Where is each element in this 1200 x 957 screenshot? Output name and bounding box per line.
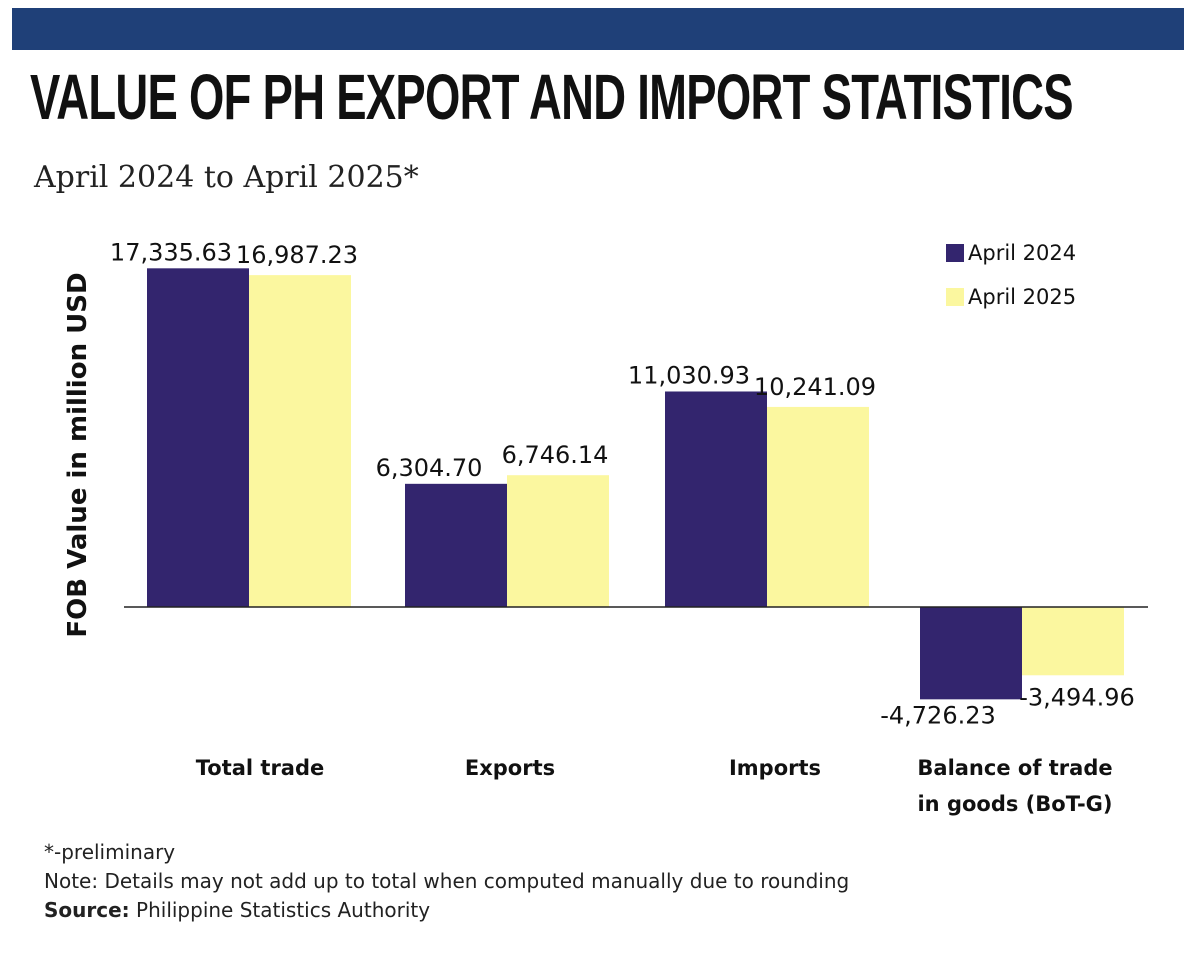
preliminary-note: *-preliminary	[44, 840, 176, 864]
source-text: Philippine Statistics Authority	[129, 898, 431, 922]
bar-april-2024-2	[665, 391, 767, 607]
bar-april-2025-3	[1022, 607, 1124, 676]
legend-label: April 2025	[968, 285, 1076, 309]
category-label: Balance of trade	[917, 756, 1112, 780]
data-label: -3,494.96	[1019, 683, 1135, 711]
bar-april-2025-1	[507, 475, 609, 607]
data-label: 6,746.14	[502, 441, 609, 469]
category-label: Exports	[465, 756, 555, 780]
source-note: Source: Philippine Statistics Authority	[44, 898, 430, 922]
data-label: 6,304.70	[376, 454, 483, 482]
data-label: -4,726.23	[880, 701, 996, 729]
bar-april-2024-1	[405, 483, 507, 607]
bar-april-2025-2	[767, 406, 869, 607]
y-axis-label: FOB Value in million USD	[63, 272, 93, 637]
header-bar	[12, 8, 1184, 50]
data-label: 16,987.23	[236, 241, 358, 269]
rounding-note: Note: Details may not add up to total wh…	[44, 869, 850, 893]
data-label: 17,335.63	[110, 238, 232, 266]
category-label: Total trade	[196, 756, 325, 780]
chart-subtitle: April 2024 to April 2025*	[34, 160, 419, 195]
bar-april-2024-0	[147, 268, 249, 607]
source-label: Source:	[44, 898, 130, 922]
data-label: 11,030.93	[628, 361, 750, 389]
chart-title: VALUE OF PH EXPORT AND IMPORT STATISTICS	[30, 61, 1074, 133]
legend-swatch	[946, 244, 964, 262]
bar-april-2025-0	[249, 275, 351, 607]
legend-swatch	[946, 288, 964, 306]
category-label: in goods (BoT-G)	[917, 792, 1112, 816]
bar-april-2024-3	[920, 607, 1022, 700]
category-label: Imports	[729, 756, 821, 780]
legend-label: April 2024	[968, 241, 1076, 265]
data-label: 10,241.09	[754, 373, 876, 401]
